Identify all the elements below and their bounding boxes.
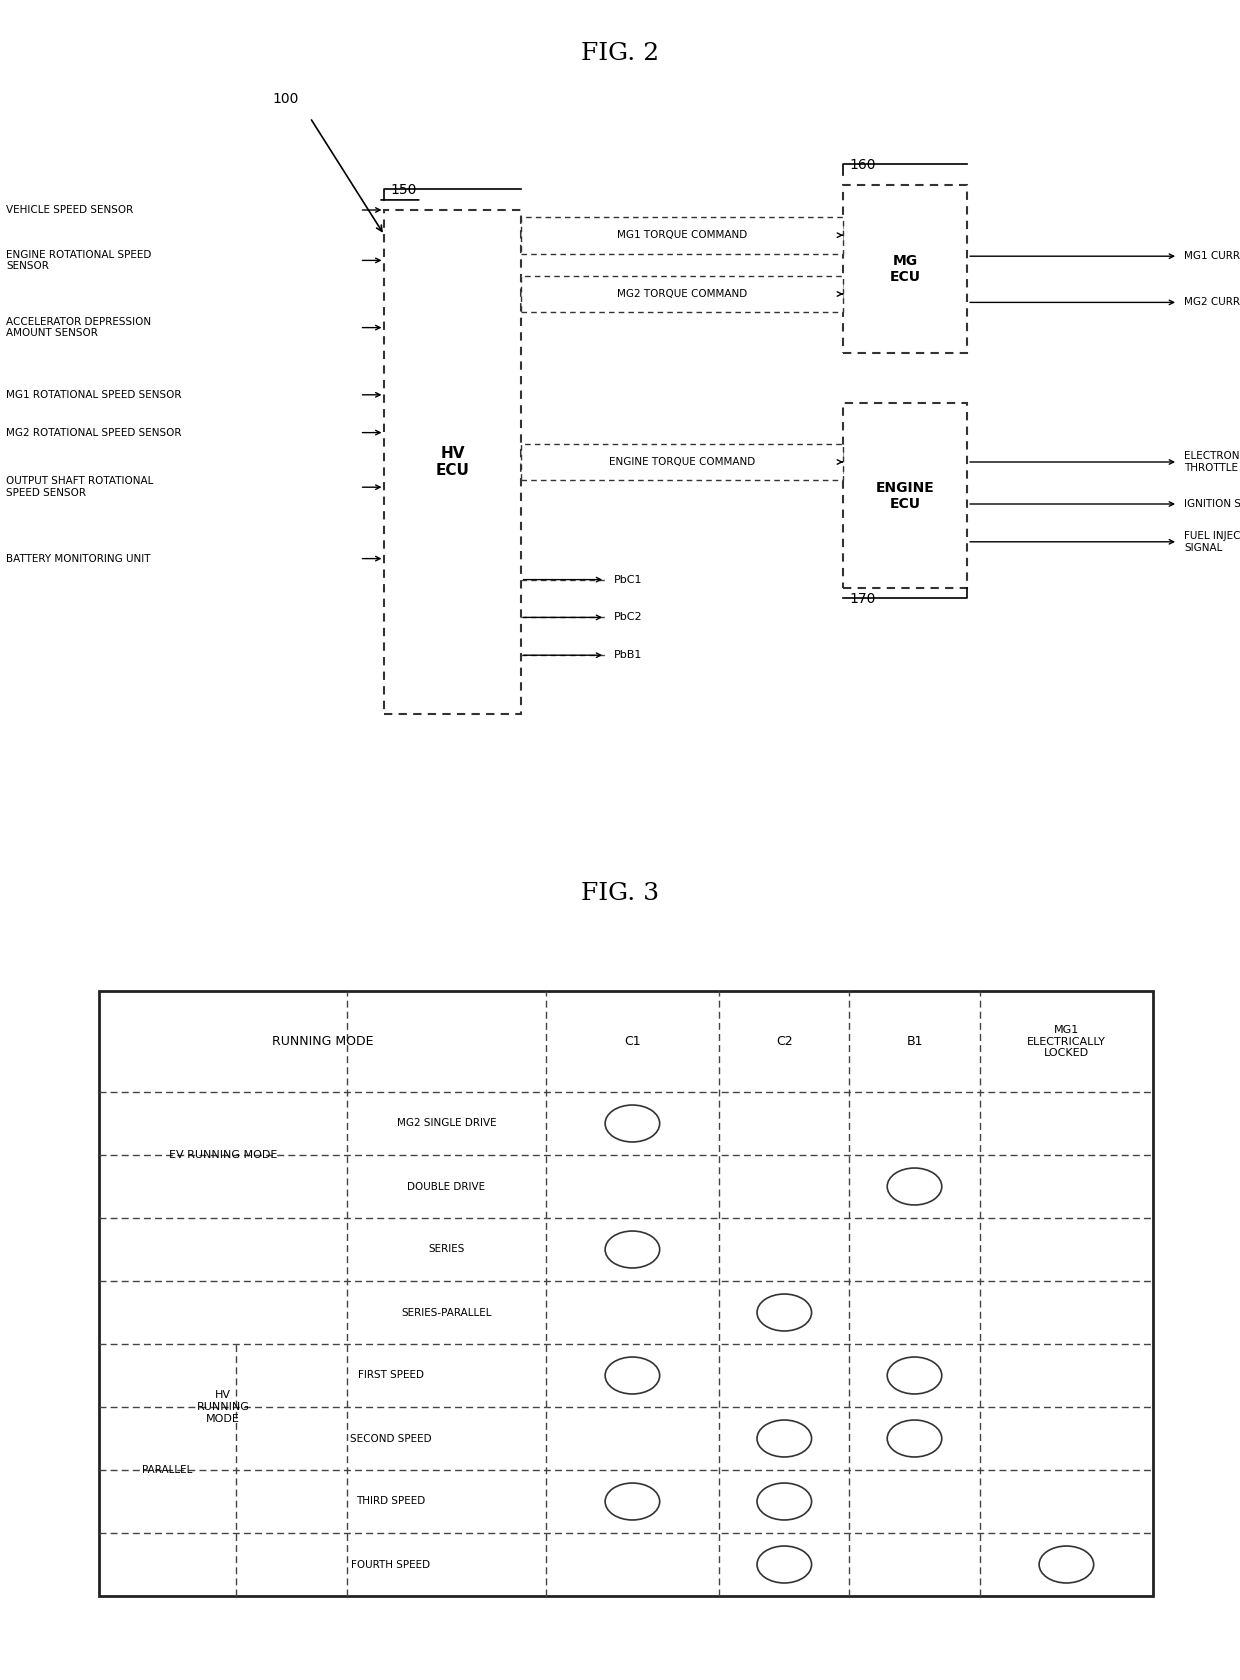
Text: ENGINE
ECU: ENGINE ECU <box>875 480 935 511</box>
Text: FIG. 2: FIG. 2 <box>580 42 660 66</box>
Bar <box>99 991 1153 1596</box>
Text: OUTPUT SHAFT ROTATIONAL
SPEED SENSOR: OUTPUT SHAFT ROTATIONAL SPEED SENSOR <box>6 477 154 497</box>
Text: PARALLEL: PARALLEL <box>143 1465 192 1475</box>
Text: BATTERY MONITORING UNIT: BATTERY MONITORING UNIT <box>6 554 151 563</box>
Text: FIG. 3: FIG. 3 <box>580 882 660 906</box>
Text: MG1
ELECTRICALLY
LOCKED: MG1 ELECTRICALLY LOCKED <box>1027 1025 1106 1058</box>
Text: MG2 CURRENT: MG2 CURRENT <box>1184 297 1240 307</box>
Text: IGNITION SIGNAL: IGNITION SIGNAL <box>1184 499 1240 509</box>
Text: PbC1: PbC1 <box>614 575 642 585</box>
Text: ACCELERATOR DEPRESSION
AMOUNT SENSOR: ACCELERATOR DEPRESSION AMOUNT SENSOR <box>6 318 151 338</box>
Text: PbC2: PbC2 <box>614 613 642 622</box>
Text: MG2 ROTATIONAL SPEED SENSOR: MG2 ROTATIONAL SPEED SENSOR <box>6 428 182 437</box>
Text: MG1 CURRENT: MG1 CURRENT <box>1184 252 1240 260</box>
Text: THIRD SPEED: THIRD SPEED <box>356 1497 425 1507</box>
Bar <box>843 185 967 353</box>
Bar <box>521 217 843 254</box>
Text: ENGINE ROTATIONAL SPEED
SENSOR: ENGINE ROTATIONAL SPEED SENSOR <box>6 250 151 270</box>
Text: VEHICLE SPEED SENSOR: VEHICLE SPEED SENSOR <box>6 205 134 215</box>
Text: PbB1: PbB1 <box>614 650 642 660</box>
Text: HV
RUNNING
MODE: HV RUNNING MODE <box>197 1391 249 1423</box>
Text: 170: 170 <box>849 591 875 606</box>
Text: B1: B1 <box>906 1035 923 1048</box>
Text: C2: C2 <box>776 1035 792 1048</box>
Text: EV RUNNING MODE: EV RUNNING MODE <box>169 1151 278 1159</box>
Text: FOURTH SPEED: FOURTH SPEED <box>351 1559 430 1569</box>
Text: SECOND SPEED: SECOND SPEED <box>350 1433 432 1443</box>
Text: ENGINE TORQUE COMMAND: ENGINE TORQUE COMMAND <box>609 457 755 467</box>
Text: 100: 100 <box>273 92 299 106</box>
Bar <box>384 210 521 714</box>
Text: RUNNING MODE: RUNNING MODE <box>272 1035 373 1048</box>
Text: FIRST SPEED: FIRST SPEED <box>357 1371 424 1381</box>
Text: C1: C1 <box>624 1035 641 1048</box>
Text: MG
ECU: MG ECU <box>889 254 920 284</box>
Bar <box>521 276 843 312</box>
Text: MG2 TORQUE COMMAND: MG2 TORQUE COMMAND <box>616 289 748 299</box>
Text: MG2 SINGLE DRIVE: MG2 SINGLE DRIVE <box>397 1119 496 1129</box>
Text: ELECTRONIC
THROTTLE VALVE: ELECTRONIC THROTTLE VALVE <box>1184 452 1240 472</box>
Text: 150: 150 <box>391 183 417 197</box>
Text: 160: 160 <box>849 158 875 171</box>
Text: FUEL INJECTION
SIGNAL: FUEL INJECTION SIGNAL <box>1184 531 1240 553</box>
Bar <box>521 444 843 480</box>
Bar <box>843 403 967 588</box>
Text: MG1 TORQUE COMMAND: MG1 TORQUE COMMAND <box>616 230 748 240</box>
Text: SERIES-PARALLEL: SERIES-PARALLEL <box>402 1307 491 1317</box>
Text: MG1 ROTATIONAL SPEED SENSOR: MG1 ROTATIONAL SPEED SENSOR <box>6 390 182 400</box>
Text: DOUBLE DRIVE: DOUBLE DRIVE <box>407 1181 486 1191</box>
Text: HV
ECU: HV ECU <box>435 445 470 479</box>
Text: SERIES: SERIES <box>428 1245 465 1255</box>
